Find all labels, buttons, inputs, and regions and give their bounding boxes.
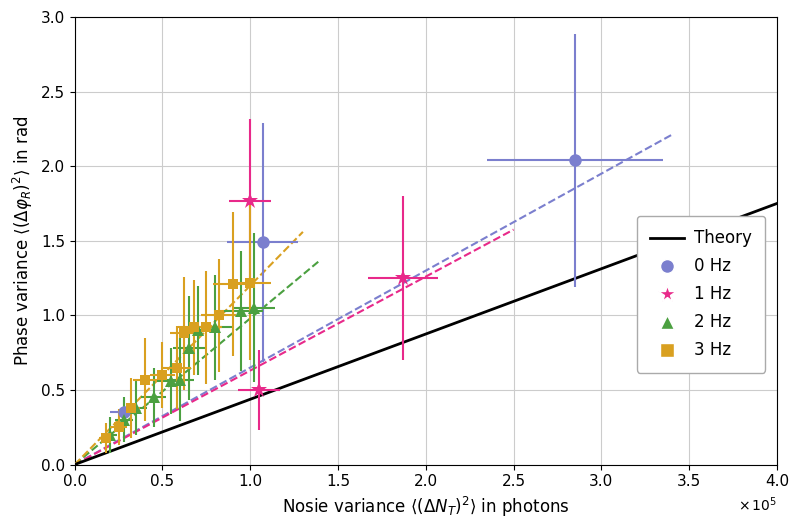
Text: $\times\,10^5$: $\times\,10^5$	[738, 496, 777, 515]
X-axis label: Nosie variance $\langle(\Delta N_T)^2\rangle$ in photons: Nosie variance $\langle(\Delta N_T)^2\ra…	[282, 495, 570, 519]
Y-axis label: Phase variance $\langle(\Delta\varphi_R)^2\rangle$ in rad: Phase variance $\langle(\Delta\varphi_R)…	[11, 116, 35, 366]
Legend: Theory, 0 Hz, 1 Hz, 2 Hz, 3 Hz: Theory, 0 Hz, 1 Hz, 2 Hz, 3 Hz	[637, 216, 765, 373]
